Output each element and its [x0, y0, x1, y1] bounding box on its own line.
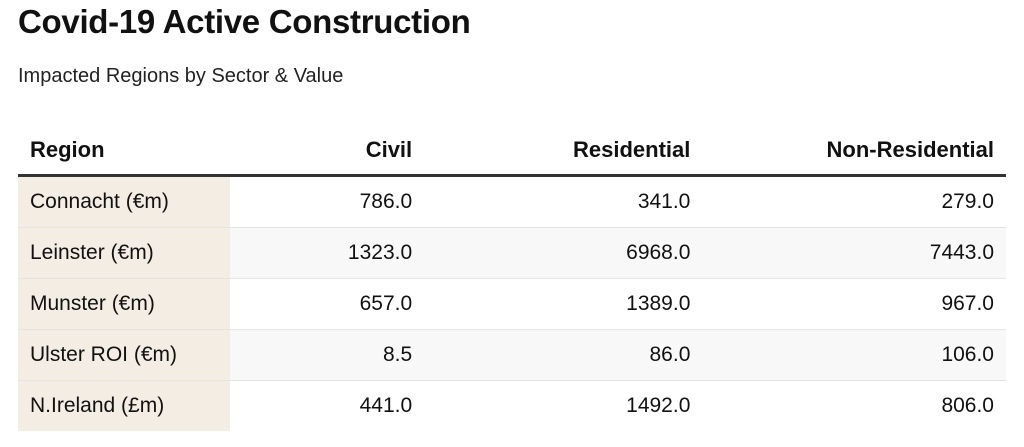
non-residential-cell: 806.0 [941, 394, 994, 417]
non-residential-cell: 279.0 [702, 175, 1006, 228]
column-header-residential: Residential [424, 126, 703, 177]
table-row: N.Ireland (£m) 441.0 1492.0 806.0 [18, 380, 1006, 431]
region-cell: Leinster (€m) [18, 227, 231, 279]
column-header-region: Region [18, 126, 231, 177]
table-row: Ulster ROI (€m) 8.5 86.0 106.0 [18, 329, 1006, 381]
column-header-non-residential: Non-Residential [702, 126, 1006, 177]
header-row: Region Civil Residential Non-Residential [18, 126, 1006, 177]
residential-cell: 86.0 [424, 329, 703, 381]
table-row: Leinster (€m) 1323.0 6968.0 7443.0 [18, 227, 1006, 279]
region-cell: N.Ireland (£m) [18, 380, 231, 431]
region-cell: Munster (€m) [18, 278, 231, 330]
residential-cell: 1389.0 [424, 278, 703, 330]
civil-cell: 441.0 [359, 394, 413, 417]
table-row: Connacht (€m) 786.0 341.0 279.0 [18, 175, 1006, 228]
residential-cell: 341.0 [424, 175, 703, 228]
non-residential-cell: 106.0 [702, 329, 1006, 381]
region-cell: Connacht (€m) [18, 175, 231, 228]
region-cell: Ulster ROI (€m) [18, 329, 231, 381]
civil-cell: 657.0 [230, 278, 425, 330]
residential-cell: 1492.0 [626, 394, 691, 417]
table-row: Munster (€m) 657.0 1389.0 967.0 [18, 278, 1006, 330]
civil-cell: 8.5 [230, 329, 425, 381]
non-residential-cell: 967.0 [702, 278, 1006, 330]
civil-cell: 786.0 [230, 175, 425, 228]
residential-cell: 6968.0 [424, 227, 703, 279]
civil-cell: 1323.0 [230, 227, 425, 279]
column-header-civil: Civil [230, 126, 425, 177]
non-residential-cell: 7443.0 [702, 227, 1006, 279]
data-table: Region Civil Residential Non-Residential… [18, 126, 1006, 431]
chart-subtitle: Impacted Regions by Sector & Value [18, 65, 344, 87]
chart-title: Covid-19 Active Construction [18, 3, 471, 40]
